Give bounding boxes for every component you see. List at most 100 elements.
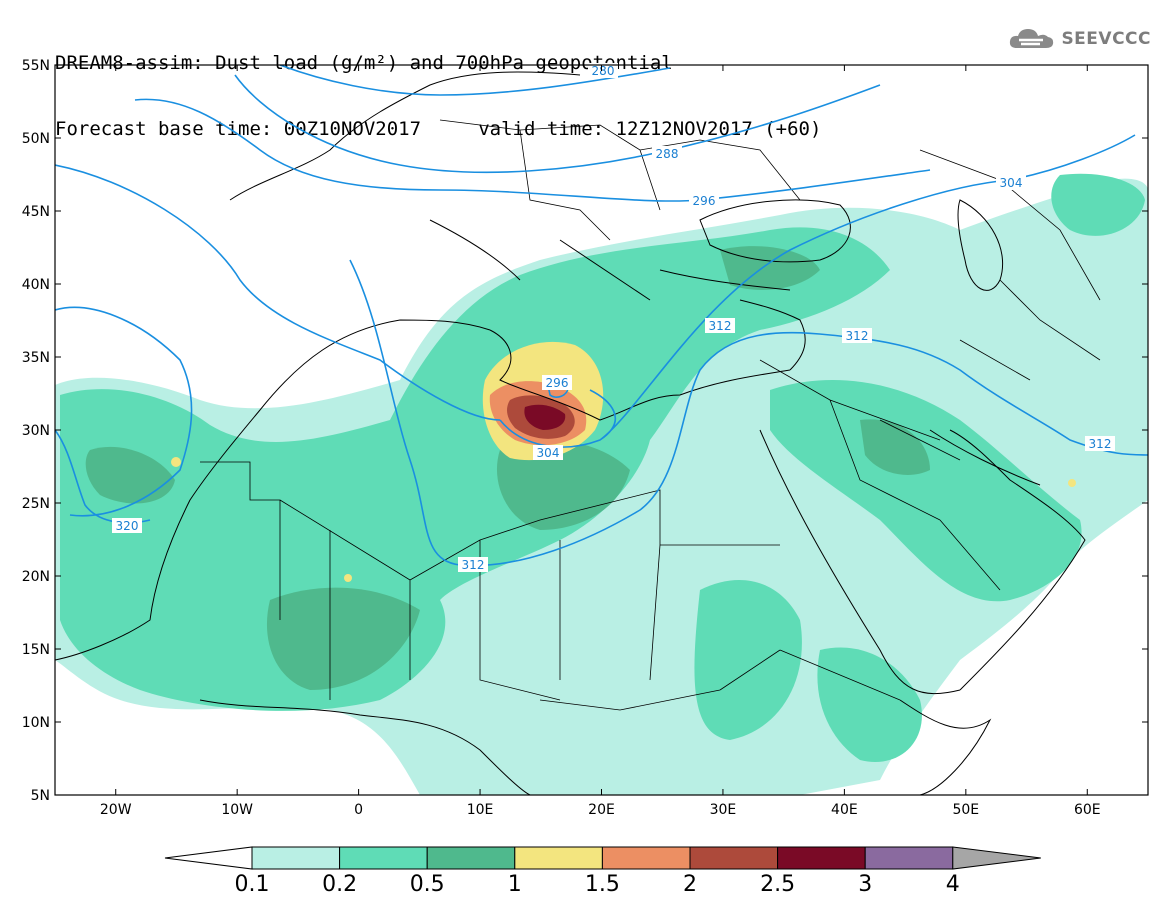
colorbar-box xyxy=(864,846,954,870)
contour-label: 304 xyxy=(537,446,560,460)
dust-spot xyxy=(344,574,352,582)
colorbar-box xyxy=(426,846,516,870)
seevccc-logo: SEEVCCC xyxy=(1007,26,1151,52)
contour-label: 280 xyxy=(592,64,615,78)
dust-level-0.5 xyxy=(85,446,175,504)
colorbar-over-arrow xyxy=(952,846,1041,870)
coastlines xyxy=(55,71,1086,795)
contour-label-bg xyxy=(996,175,1026,190)
coast-europe xyxy=(229,71,791,301)
contour-label: 312 xyxy=(846,329,869,343)
lat-label: 15N xyxy=(22,642,50,658)
contour-label: 296 xyxy=(693,194,716,208)
coast-black-sea xyxy=(699,199,851,263)
colorbar-label: 3 xyxy=(858,872,872,897)
lat-label: 40N xyxy=(22,277,50,293)
coast-persian-gulf xyxy=(929,429,1041,486)
coast-levant xyxy=(739,299,806,371)
lat-label: 35N xyxy=(22,350,50,366)
logo-text: SEEVCCC xyxy=(1061,29,1151,49)
colorbar-label: 0.2 xyxy=(322,872,357,897)
coast-west-africa xyxy=(55,319,491,661)
lon-label: 20W xyxy=(100,802,132,818)
contour-label: 288 xyxy=(656,147,679,161)
lon-label: 40E xyxy=(831,802,858,818)
contour-label-group: 280 288 296 304 312 312 312 320 296 304 312 xyxy=(112,63,1115,572)
contour-280 xyxy=(279,65,671,96)
lon-label: 60E xyxy=(1074,802,1101,818)
contour-label: 320 xyxy=(116,519,139,533)
colorbar-box xyxy=(777,846,866,870)
lon-label: 50E xyxy=(952,802,979,818)
dust-level-0.2 xyxy=(770,380,1082,602)
contour-label-bg xyxy=(652,146,682,161)
lat-label: 30N xyxy=(22,423,50,439)
contour-label: 304 xyxy=(1000,176,1023,190)
cloud-icon xyxy=(1010,29,1054,48)
contour-label-bg xyxy=(458,557,488,572)
colorbar-label: 2 xyxy=(683,872,697,897)
contour-312 xyxy=(55,306,193,517)
geopotential-contours xyxy=(55,65,1148,567)
contour-label: 296 xyxy=(546,376,569,390)
colorbar-under-arrow xyxy=(164,846,253,870)
contour-288 xyxy=(234,74,881,174)
coast-horn xyxy=(899,699,992,795)
coast-red-sea xyxy=(759,429,961,695)
colorbar-label: 4 xyxy=(946,872,960,897)
contour-label: 312 xyxy=(462,558,485,572)
coast-north-africa xyxy=(489,329,791,421)
lon-label: 20E xyxy=(588,802,615,818)
colorbar-label: 1.5 xyxy=(585,872,620,897)
lat-label: 50N xyxy=(22,131,50,147)
longitude-axis: 20W 10W 0 10E 20E 30E 40E 50E 60E xyxy=(100,65,1101,818)
lat-label: 20N xyxy=(22,569,50,585)
contour-label-bg xyxy=(112,518,142,533)
title-line-2: Forecast base time: 00Z10NOV2017 valid t… xyxy=(55,118,822,140)
contour-label-bg xyxy=(533,445,563,460)
colorbar-box xyxy=(339,846,428,870)
lat-label: 45N xyxy=(22,204,50,220)
dust-level-2.5 xyxy=(524,404,566,430)
contour-312b xyxy=(349,259,1148,567)
contour-label-bg xyxy=(842,328,872,343)
lat-label: 5N xyxy=(31,788,50,804)
dust-level-0.5 xyxy=(266,587,420,690)
coast-arabia xyxy=(949,429,1086,691)
dust-spot xyxy=(171,457,181,467)
lon-label: 30E xyxy=(710,802,737,818)
lat-label: 10N xyxy=(22,715,50,731)
contour-label-bg xyxy=(689,193,719,208)
colorbar-label: 2.5 xyxy=(760,872,795,897)
colorbar: 0.1 0.2 0.5 1 1.5 2 2.5 3 4 xyxy=(164,846,1041,897)
contour-label-bg xyxy=(705,318,735,333)
coast-caspian xyxy=(957,199,1004,291)
contour-label: 312 xyxy=(1089,437,1112,451)
contour-296 xyxy=(134,98,931,202)
dust-spot xyxy=(1068,479,1076,487)
dust-field xyxy=(55,173,1148,795)
borders xyxy=(200,119,1101,711)
dust-level-0.2 xyxy=(694,580,802,740)
lat-label: 25N xyxy=(22,496,50,512)
colorbar-box xyxy=(251,846,341,870)
colorbar-box xyxy=(514,846,603,870)
lon-label: 0 xyxy=(354,802,363,818)
coast-gulf-guinea xyxy=(199,699,531,795)
colorbar-box xyxy=(689,846,779,870)
dust-level-0.5 xyxy=(860,419,930,475)
contour-label: 312 xyxy=(709,319,732,333)
lon-label: 10W xyxy=(221,802,253,818)
colorbar-box xyxy=(601,846,691,870)
colorbar-label: 0.1 xyxy=(235,872,270,897)
lon-label: 10E xyxy=(467,802,494,818)
colorbar-label: 0.5 xyxy=(410,872,445,897)
contour-label-bg xyxy=(542,375,572,390)
contour-label-bg xyxy=(588,63,618,78)
dust-level-0.5 xyxy=(496,439,630,530)
dust-level-0.2 xyxy=(1051,173,1145,236)
contour-304 xyxy=(55,134,1136,448)
dust-level-0.2 xyxy=(60,227,890,711)
contour-label-bg xyxy=(1085,436,1115,451)
